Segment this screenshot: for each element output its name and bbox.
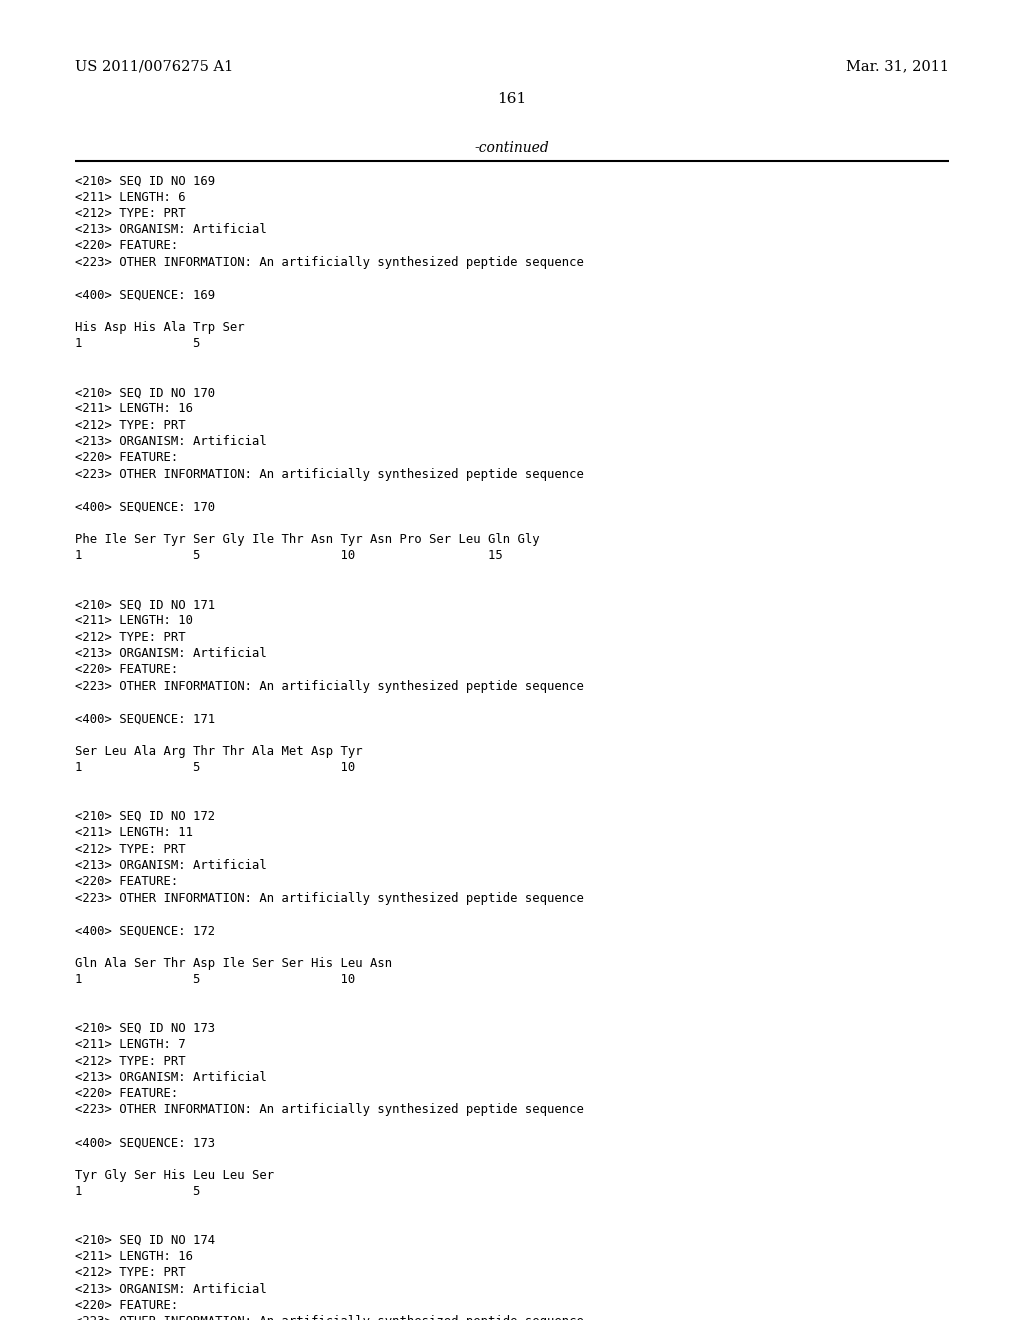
Text: <400> SEQUENCE: 171: <400> SEQUENCE: 171 xyxy=(75,713,215,725)
Text: <400> SEQUENCE: 169: <400> SEQUENCE: 169 xyxy=(75,288,215,301)
Text: <212> TYPE: PRT: <212> TYPE: PRT xyxy=(75,631,185,644)
Text: <211> LENGTH: 11: <211> LENGTH: 11 xyxy=(75,826,193,840)
Text: 161: 161 xyxy=(498,92,526,107)
Text: <212> TYPE: PRT: <212> TYPE: PRT xyxy=(75,1055,185,1068)
Text: <223> OTHER INFORMATION: An artificially synthesized peptide sequence: <223> OTHER INFORMATION: An artificially… xyxy=(75,256,584,269)
Text: <213> ORGANISM: Artificial: <213> ORGANISM: Artificial xyxy=(75,436,266,447)
Text: Ser Leu Ala Arg Thr Thr Ala Met Asp Tyr: Ser Leu Ala Arg Thr Thr Ala Met Asp Tyr xyxy=(75,744,362,758)
Text: <210> SEQ ID NO 172: <210> SEQ ID NO 172 xyxy=(75,810,215,822)
Text: <220> FEATURE:: <220> FEATURE: xyxy=(75,239,178,252)
Text: 1               5                   10                  15: 1 5 10 15 xyxy=(75,549,503,562)
Text: <210> SEQ ID NO 173: <210> SEQ ID NO 173 xyxy=(75,1022,215,1035)
Text: <223> OTHER INFORMATION: An artificially synthesized peptide sequence: <223> OTHER INFORMATION: An artificially… xyxy=(75,891,584,904)
Text: <212> TYPE: PRT: <212> TYPE: PRT xyxy=(75,207,185,220)
Text: Phe Ile Ser Tyr Ser Gly Ile Thr Asn Tyr Asn Pro Ser Leu Gln Gly: Phe Ile Ser Tyr Ser Gly Ile Thr Asn Tyr … xyxy=(75,533,540,546)
Text: <210> SEQ ID NO 174: <210> SEQ ID NO 174 xyxy=(75,1234,215,1247)
Text: <210> SEQ ID NO 171: <210> SEQ ID NO 171 xyxy=(75,598,215,611)
Text: <223> OTHER INFORMATION: An artificially synthesized peptide sequence: <223> OTHER INFORMATION: An artificially… xyxy=(75,680,584,693)
Text: 1               5                   10: 1 5 10 xyxy=(75,762,355,774)
Text: <220> FEATURE:: <220> FEATURE: xyxy=(75,663,178,676)
Text: <400> SEQUENCE: 172: <400> SEQUENCE: 172 xyxy=(75,924,215,937)
Text: <210> SEQ ID NO 170: <210> SEQ ID NO 170 xyxy=(75,387,215,399)
Text: <223> OTHER INFORMATION: An artificially synthesized peptide sequence: <223> OTHER INFORMATION: An artificially… xyxy=(75,467,584,480)
Text: <220> FEATURE:: <220> FEATURE: xyxy=(75,1299,178,1312)
Text: 1               5: 1 5 xyxy=(75,337,200,350)
Text: <211> LENGTH: 10: <211> LENGTH: 10 xyxy=(75,614,193,627)
Text: <223> OTHER INFORMATION: An artificially synthesized peptide sequence: <223> OTHER INFORMATION: An artificially… xyxy=(75,1104,584,1117)
Text: <211> LENGTH: 6: <211> LENGTH: 6 xyxy=(75,190,185,203)
Text: <212> TYPE: PRT: <212> TYPE: PRT xyxy=(75,1266,185,1279)
Text: <213> ORGANISM: Artificial: <213> ORGANISM: Artificial xyxy=(75,223,266,236)
Text: -continued: -continued xyxy=(475,141,549,156)
Text: <210> SEQ ID NO 169: <210> SEQ ID NO 169 xyxy=(75,174,215,187)
Text: 1               5: 1 5 xyxy=(75,1185,200,1199)
Text: Tyr Gly Ser His Leu Leu Ser: Tyr Gly Ser His Leu Leu Ser xyxy=(75,1168,273,1181)
Text: <211> LENGTH: 16: <211> LENGTH: 16 xyxy=(75,403,193,416)
Text: <211> LENGTH: 16: <211> LENGTH: 16 xyxy=(75,1250,193,1263)
Text: Mar. 31, 2011: Mar. 31, 2011 xyxy=(846,59,949,74)
Text: <223> OTHER INFORMATION: An artificially synthesized peptide sequence: <223> OTHER INFORMATION: An artificially… xyxy=(75,1315,584,1320)
Text: <213> ORGANISM: Artificial: <213> ORGANISM: Artificial xyxy=(75,1283,266,1296)
Text: US 2011/0076275 A1: US 2011/0076275 A1 xyxy=(75,59,233,74)
Text: Gln Ala Ser Thr Asp Ile Ser Ser His Leu Asn: Gln Ala Ser Thr Asp Ile Ser Ser His Leu … xyxy=(75,957,392,970)
Text: <213> ORGANISM: Artificial: <213> ORGANISM: Artificial xyxy=(75,859,266,873)
Text: <212> TYPE: PRT: <212> TYPE: PRT xyxy=(75,418,185,432)
Text: <212> TYPE: PRT: <212> TYPE: PRT xyxy=(75,842,185,855)
Text: <220> FEATURE:: <220> FEATURE: xyxy=(75,1088,178,1100)
Text: 1               5                   10: 1 5 10 xyxy=(75,973,355,986)
Text: <220> FEATURE:: <220> FEATURE: xyxy=(75,875,178,888)
Text: <213> ORGANISM: Artificial: <213> ORGANISM: Artificial xyxy=(75,647,266,660)
Text: <211> LENGTH: 7: <211> LENGTH: 7 xyxy=(75,1039,185,1051)
Text: <220> FEATURE:: <220> FEATURE: xyxy=(75,451,178,465)
Text: <400> SEQUENCE: 170: <400> SEQUENCE: 170 xyxy=(75,500,215,513)
Text: <400> SEQUENCE: 173: <400> SEQUENCE: 173 xyxy=(75,1137,215,1148)
Text: His Asp His Ala Trp Ser: His Asp His Ala Trp Ser xyxy=(75,321,245,334)
Text: <213> ORGANISM: Artificial: <213> ORGANISM: Artificial xyxy=(75,1071,266,1084)
